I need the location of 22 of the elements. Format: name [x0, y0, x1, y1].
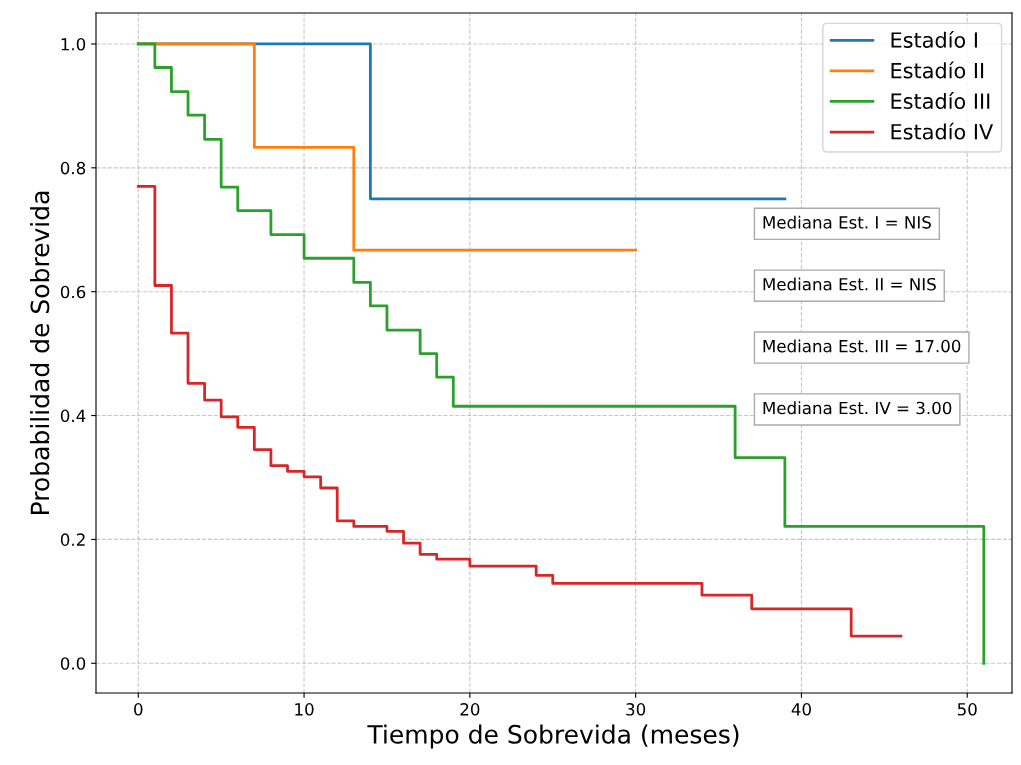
y-tick-label: 0.8	[60, 161, 86, 175]
y-tick-label: 0.2	[60, 533, 85, 546]
annotation: Mediana Est. IV = 3.00	[763, 401, 952, 415]
x-tick-label: 0	[134, 703, 143, 716]
x-tick-label: 30	[626, 703, 646, 716]
legend-label: Estadío I	[891, 30, 977, 48]
annotation: Mediana Est. II = NIS	[763, 277, 936, 291]
y-axis-title: Probabilidad de Sobrevida	[30, 191, 50, 514]
y-tick-label: 0.0	[60, 657, 86, 670]
annotation: Mediana Est. III = 17.00	[763, 339, 961, 353]
annotation: Mediana Est. I = NIS	[763, 215, 931, 229]
legend-label: Estadío III	[891, 92, 990, 110]
y-tick-label: 0.6	[60, 285, 86, 299]
x-tick-label: 40	[791, 703, 811, 716]
x-tick-label: 10	[295, 703, 314, 716]
x-tick-label: 20	[460, 703, 480, 716]
legend-label: Estadío IV	[891, 122, 994, 140]
y-tick-label: 1.0	[61, 37, 86, 51]
x-axis-title: Tiempo de Sobrevida (meses)	[367, 724, 739, 749]
legend-label: Estadío II	[891, 61, 984, 79]
x-tick-label: 50	[957, 703, 977, 716]
y-tick-label: 0.4	[60, 409, 86, 423]
